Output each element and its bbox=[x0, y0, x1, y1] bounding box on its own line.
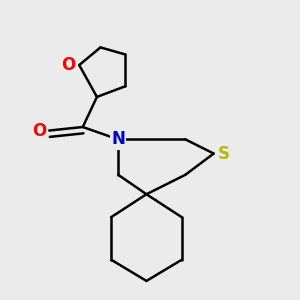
Text: O: O bbox=[61, 56, 76, 74]
Text: S: S bbox=[218, 145, 230, 163]
Text: O: O bbox=[32, 122, 46, 140]
Text: N: N bbox=[111, 130, 125, 148]
